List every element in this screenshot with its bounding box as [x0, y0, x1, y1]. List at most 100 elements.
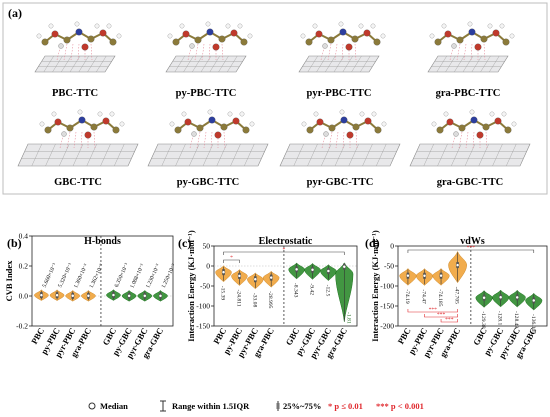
- atom: [456, 36, 464, 44]
- y-tick-label: 0.4: [19, 232, 29, 241]
- legend: Median Range within 1.5IQR 25%~75% * p ≤…: [88, 400, 424, 412]
- median-point: [111, 293, 116, 297]
- atom: [84, 131, 92, 139]
- interaction-line: [483, 43, 486, 61]
- lattice-line: [43, 55, 54, 73]
- interaction-line: [73, 131, 77, 149]
- value-annotation: -47.705: [454, 287, 460, 304]
- lattice-line: [78, 55, 89, 73]
- violin-pyr-GBC: -128.49: [508, 289, 526, 328]
- lattice-line: [316, 55, 327, 73]
- value-annotation: -15.39: [220, 286, 226, 301]
- structure-label-4: gra-PBC-TTC: [436, 88, 501, 99]
- lattice-line: [100, 143, 111, 167]
- lattice-line: [244, 143, 255, 167]
- median-point: [269, 275, 273, 280]
- atom: [474, 43, 482, 51]
- lattice-line: [61, 55, 72, 73]
- median-marker-icon: [88, 402, 96, 410]
- panel-label: (b): [7, 236, 22, 250]
- significance-bracket: [223, 259, 240, 263]
- interaction-line: [203, 131, 207, 149]
- violin-GBC: -129.38: [475, 290, 493, 329]
- median-point: [498, 295, 503, 299]
- atom: [41, 38, 49, 46]
- value-annotation: -24.811: [235, 290, 241, 307]
- hydrogen-atom: [207, 109, 213, 115]
- lattice-line: [59, 143, 70, 167]
- significance-mark: ***: [437, 312, 446, 318]
- panel-label: (d): [365, 236, 380, 250]
- value-annotation: -33.08: [251, 293, 257, 308]
- lattice-line: [307, 55, 318, 73]
- median-point: [86, 294, 91, 298]
- lattice-line: [334, 143, 346, 167]
- chart-vdws: (d) vdWs -200 -150 -100 -50 0 Interaction Energ…: [365, 230, 548, 360]
- significance-mark: ***: [445, 317, 454, 323]
- lattice-line: [471, 55, 482, 73]
- molecule-illustrations: [17, 21, 531, 167]
- atom: [102, 117, 110, 125]
- chart-title: vdWs: [460, 236, 485, 247]
- atom: [81, 43, 89, 51]
- violin-gra-GBC: -136.105: [525, 292, 543, 334]
- median-point: [326, 269, 331, 273]
- y-tick-label: 0.2: [19, 262, 29, 271]
- plot-frame: [397, 245, 548, 327]
- violin-py-PBC: -24.811: [231, 269, 248, 307]
- interaction-line: [201, 43, 205, 61]
- lattice-line: [161, 143, 172, 167]
- atom: [446, 118, 454, 126]
- significance-bracket: [407, 249, 535, 253]
- lattice-line: [174, 55, 185, 73]
- atom: [364, 117, 372, 125]
- y-tick-label: 0.0: [19, 292, 29, 301]
- structure-7: [279, 109, 401, 167]
- lattice-line: [192, 55, 203, 73]
- violin-py-PBC: -74.47: [415, 268, 434, 304]
- hydrogen-atom: [441, 23, 447, 29]
- lattice-line: [218, 55, 229, 73]
- legend-median: Median: [100, 401, 128, 411]
- violin-PBC: -15.39: [215, 265, 232, 301]
- lattice-line: [333, 55, 345, 73]
- lattice-line: [96, 55, 107, 73]
- violin-gra-GBC: -1.81: [335, 262, 354, 324]
- hydrogen-atom: [359, 111, 365, 117]
- atom: [196, 124, 204, 132]
- violin-pyr-PBC: -74.185: [432, 268, 450, 307]
- interaction-line: [223, 131, 226, 149]
- hydrogen-atom: [380, 33, 386, 39]
- hydrogen-atom: [48, 23, 54, 29]
- violin-pyr-GBC: -12.5: [320, 264, 337, 296]
- hydrogen-atom: [74, 21, 80, 27]
- hydrogen-atom: [431, 121, 437, 127]
- atom: [328, 124, 336, 132]
- chart-electrostatic: (c) Electrostatic -150 -100 -50 0 50 Interactio…: [178, 230, 358, 360]
- atom: [315, 30, 323, 38]
- violin-GBC: -8.343: [288, 262, 305, 298]
- hydrogen-atom: [370, 23, 376, 29]
- hydrogen-atom: [339, 109, 345, 115]
- hydrogen-atom: [301, 121, 307, 127]
- interaction-line: [463, 43, 467, 61]
- atom: [240, 38, 248, 46]
- median-point: [439, 273, 443, 278]
- median-point: [71, 294, 75, 298]
- atom: [66, 124, 74, 132]
- interaction-line: [90, 43, 93, 61]
- lattice-line: [342, 55, 353, 73]
- legend-range: Range within 1.5IQR: [172, 401, 250, 411]
- atom: [184, 118, 192, 126]
- lattice-line: [362, 143, 373, 167]
- lattice-line: [376, 143, 387, 167]
- hydrogen-atom: [501, 111, 507, 117]
- atom: [208, 116, 216, 124]
- structure-1: [34, 21, 122, 73]
- lattice-line: [209, 55, 220, 73]
- hydrogen-atom: [469, 109, 475, 115]
- atom: [436, 126, 444, 134]
- interaction-line: [335, 131, 339, 149]
- y-tick-label: -50: [384, 262, 394, 271]
- lattice-line: [45, 143, 56, 167]
